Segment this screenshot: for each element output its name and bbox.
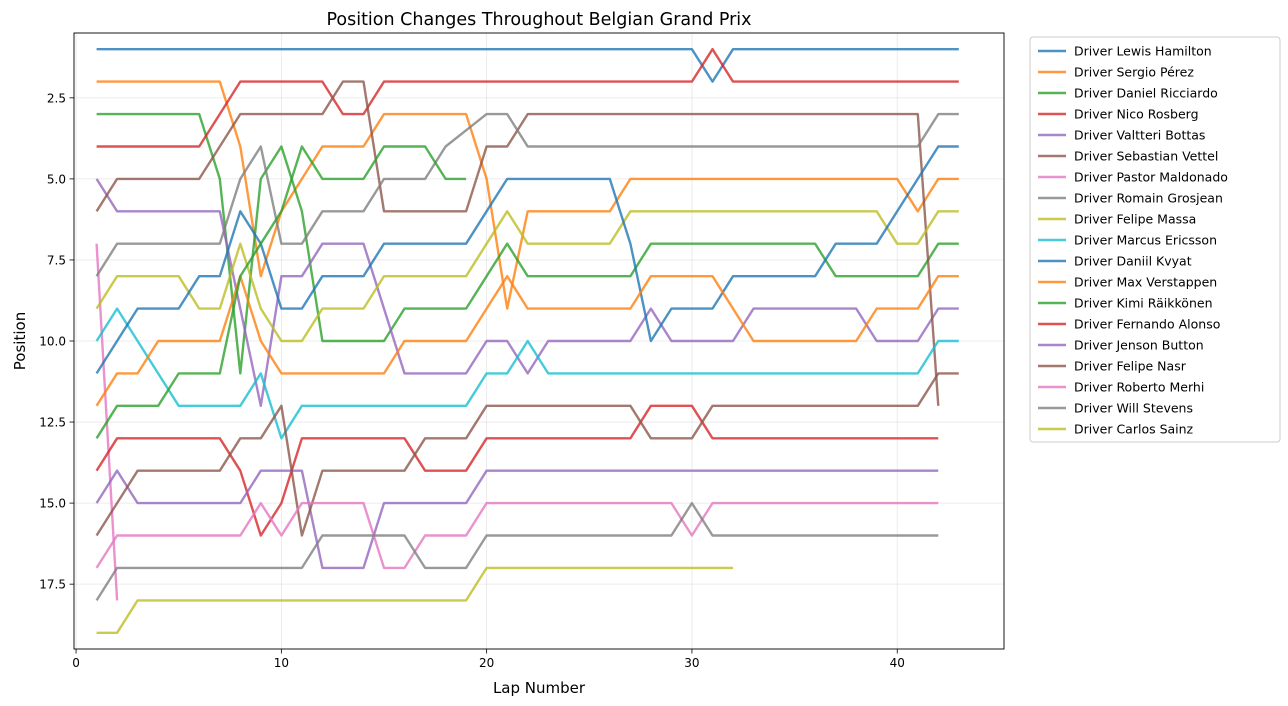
series-line-4 [96,48,959,148]
legend-label: Driver Fernando Alonso [1074,317,1220,332]
legend-label: Driver Daniil Kvyat [1074,254,1192,269]
legend: Driver Lewis Hamilton Driver Sergio Pérez… [1029,36,1281,443]
legend-label: Driver Max Verstappen [1074,275,1217,290]
legend-label: Driver Sergio Pérez [1074,65,1194,80]
series-line-13 [95,145,467,439]
series-line-9 [95,210,959,343]
legend-label: Driver Will Stevens [1074,401,1193,416]
legend-label: Driver Felipe Massa [1074,212,1196,227]
legend-label: Driver Jenson Button [1074,338,1204,353]
y-tick-label: 10.0 [39,335,66,349]
legend-label: Driver Pastor Maldonado [1074,170,1228,185]
x-tick-label: 10 [274,656,289,670]
series-line-18 [95,501,939,602]
series-line-11 [95,145,959,375]
legend-frame [1029,36,1281,443]
series-line-8 [95,112,959,277]
tick-layer: 0 10 20 30 40 2.5 5.0 7.5 10.0 12.5 15.0 17.5 [39,91,905,670]
series-line-2 [96,80,959,310]
series-line-12 [95,275,959,407]
legend-label: Driver Roberto Merhi [1074,380,1204,395]
legend-label: Driver Nico Rosberg [1074,107,1199,122]
chart-title: Position Changes Throughout Belgian Gran… [326,10,751,30]
legend-label: Driver Marcus Ericsson [1074,233,1217,248]
x-tick-label: 0 [72,656,80,670]
y-tick-label: 7.5 [47,253,66,267]
series-line-15 [95,469,939,570]
legend-label: Driver Felipe Nasr [1074,359,1187,374]
series-line-1 [96,48,959,83]
series-line-19 [96,566,733,634]
series-line-16 [95,372,959,537]
legend-label: Driver Romain Grosjean [1074,191,1223,206]
x-tick-label: 30 [684,656,699,670]
series-line-3 [96,112,959,375]
x-axis-label: Lap Number [493,679,586,697]
series-layer [95,48,959,634]
y-tick-label: 12.5 [39,416,66,430]
y-tick-label: 17.5 [39,578,66,592]
legend-label: Driver Valtteri Bottas [1074,128,1205,143]
y-axis-label: Position [11,312,29,370]
series-line-10 [95,307,959,440]
y-tick-label: 2.5 [47,91,66,105]
series-line-6 [95,80,940,406]
y-tick-label: 15.0 [39,497,66,511]
legend-label: Driver Sebastian Vettel [1074,149,1218,164]
legend-label: Driver Daniel Ricciardo [1074,86,1218,101]
x-tick-label: 20 [479,656,494,670]
x-tick-label: 40 [890,656,905,670]
legend-label: Driver Kimi Räikkönen [1074,296,1213,311]
legend-label: Driver Carlos Sainz [1074,422,1194,437]
y-tick-label: 5.0 [47,172,66,186]
legend-label: Driver Lewis Hamilton [1074,44,1212,59]
